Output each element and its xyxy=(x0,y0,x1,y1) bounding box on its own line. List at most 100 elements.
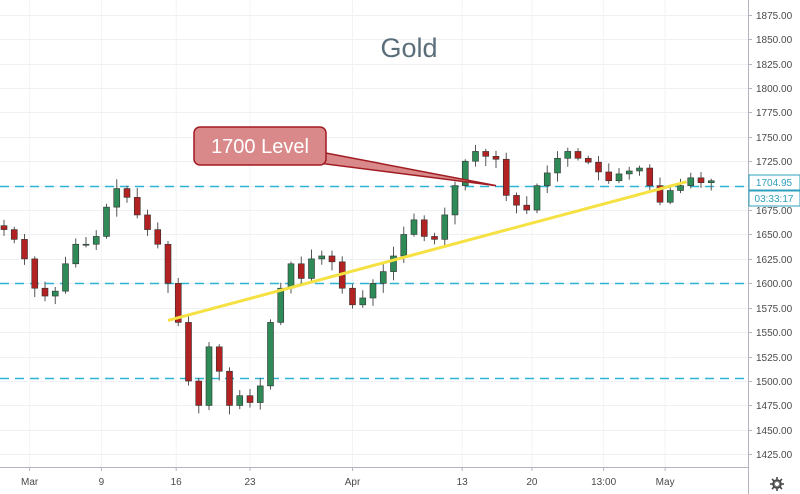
trendline-group xyxy=(167,180,688,322)
current-price-value: 1704.95 xyxy=(756,178,793,189)
price-tick-label: 1475.00 xyxy=(756,401,793,412)
candle-body xyxy=(369,283,377,299)
candle-body xyxy=(390,255,397,272)
price-tick-label: 1650.00 xyxy=(756,230,793,241)
candle-body xyxy=(82,243,90,246)
trendline xyxy=(167,180,688,322)
candle-body xyxy=(51,290,59,297)
candle-body xyxy=(564,151,572,159)
price-tick-labels: 1425.00 1450.00 1475.00 1500.00 1525.00 1550.… xyxy=(748,11,793,461)
candle-body xyxy=(646,167,654,186)
candle-body xyxy=(605,171,613,182)
candle-body xyxy=(523,204,531,211)
candle-body xyxy=(574,151,582,159)
time-tick-label: May xyxy=(656,477,675,488)
candle-body xyxy=(10,229,18,240)
time-tick-label: 23 xyxy=(244,477,256,488)
candle-body xyxy=(595,161,602,173)
candle-body xyxy=(215,346,223,372)
candle-body xyxy=(697,177,705,183)
time-tick-labels: Mar 9 16 23 Apr 13 20 13:00 May xyxy=(21,467,675,488)
candle-body xyxy=(482,151,490,157)
candle-body xyxy=(687,177,695,186)
candle-body xyxy=(123,188,131,198)
candle-body xyxy=(431,236,438,240)
price-tick-label: 1750.00 xyxy=(756,133,793,144)
current-price-tag xyxy=(748,174,800,191)
candle-body xyxy=(349,287,356,306)
price-tick-label: 1500.00 xyxy=(756,377,793,388)
horizontal-levels xyxy=(0,185,748,380)
candle-body xyxy=(666,190,674,203)
price-tick-label: 1450.00 xyxy=(756,426,793,437)
time-tick-label: 20 xyxy=(526,477,538,488)
annotation-box xyxy=(193,126,327,166)
candle-body xyxy=(308,258,315,279)
price-tick-label: 1725.00 xyxy=(756,157,793,168)
annotation-label: 1700 Level xyxy=(211,136,309,158)
candle-body xyxy=(379,271,387,284)
candle-body xyxy=(21,239,28,260)
candle-body xyxy=(144,214,151,230)
candle-body xyxy=(707,180,715,183)
candle-body xyxy=(543,172,551,186)
price-tick-label: 1525.00 xyxy=(756,353,793,364)
time-tick-label: 9 xyxy=(99,477,105,488)
candle-body xyxy=(554,157,561,174)
time-tick-label: 16 xyxy=(171,477,183,488)
candle-body xyxy=(472,151,479,162)
candle-body xyxy=(72,243,80,265)
candle-body xyxy=(195,380,203,406)
candle-body xyxy=(584,157,592,163)
candle-body xyxy=(410,219,418,235)
candle-body xyxy=(185,322,192,382)
candle-body xyxy=(62,263,69,292)
countdown-tag xyxy=(748,190,800,207)
time-tick-label: 13:00 xyxy=(591,477,616,488)
candle-body xyxy=(502,158,510,196)
candle-body xyxy=(615,173,623,182)
price-tick-label: 1600.00 xyxy=(756,279,793,290)
candle-body xyxy=(451,185,459,216)
candle-body xyxy=(226,370,233,406)
candle-body xyxy=(0,225,8,230)
price-tick-label: 1425.00 xyxy=(756,450,793,461)
price-tick-label: 1550.00 xyxy=(756,328,793,339)
current-price-tags: 1704.95 03:33:17 xyxy=(748,174,800,207)
candle-body xyxy=(492,156,500,160)
price-tick-label: 1800.00 xyxy=(756,84,793,95)
chart-title: Gold xyxy=(380,33,437,63)
candle-body xyxy=(133,197,141,216)
price-tick-label: 1775.00 xyxy=(756,108,793,119)
candle-body xyxy=(636,167,643,172)
candle-body xyxy=(113,188,121,208)
candle-body xyxy=(328,255,336,263)
candle-body xyxy=(205,346,213,406)
price-tick-label: 1675.00 xyxy=(756,206,793,217)
plot-background xyxy=(0,0,748,467)
candle-body xyxy=(318,255,326,260)
candle-body xyxy=(400,234,408,257)
price-tick-label: 1875.00 xyxy=(756,11,793,22)
candle-body xyxy=(656,185,664,203)
time-tick-label: Mar xyxy=(21,477,39,488)
time-tick-label: 13 xyxy=(457,477,469,488)
settings-gear-icon[interactable] xyxy=(770,477,784,491)
gear-center xyxy=(774,481,780,487)
candle-body xyxy=(236,395,244,406)
candle-body xyxy=(31,258,39,289)
candle-body xyxy=(677,185,684,191)
price-tick-label: 1850.00 xyxy=(756,35,793,46)
candle-body xyxy=(256,385,264,403)
candle-body xyxy=(513,195,520,206)
candle-body xyxy=(420,219,428,237)
price-tick-label: 1625.00 xyxy=(756,255,793,266)
candle-body xyxy=(461,160,469,186)
candle-body xyxy=(164,243,172,284)
annotation-callout: 1700 Level xyxy=(193,126,497,187)
time-tick-label: Apr xyxy=(345,477,361,488)
candle-body xyxy=(92,236,100,245)
candle-body xyxy=(103,206,110,237)
candle-body xyxy=(154,229,162,245)
